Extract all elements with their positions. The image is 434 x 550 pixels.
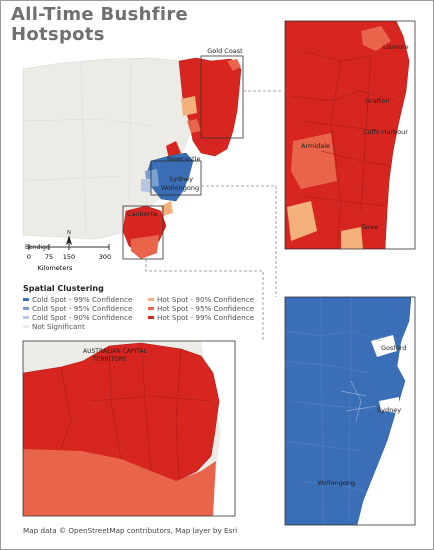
main-map: Gold Coast Newcastle Sydney Wollongong C… bbox=[22, 47, 283, 341]
svg-text:N: N bbox=[67, 230, 71, 236]
label-canberra: Canberra bbox=[127, 210, 157, 218]
label-coffs-harbour: Coffs Harbour bbox=[363, 128, 408, 136]
title-line-2: Hotspots bbox=[11, 24, 105, 45]
north-arrow-icon: N bbox=[66, 230, 72, 245]
legend: Spatial Clustering Cold Spot - 99% Confi… bbox=[23, 284, 283, 331]
legend-item: Hot Spot - 90% Confidence bbox=[148, 295, 268, 304]
label-lismore: Lismore bbox=[383, 43, 409, 51]
label-newcastle: Newcastle bbox=[167, 155, 200, 163]
scale-tick-0: 0 bbox=[27, 253, 31, 261]
label-gold-coast: Gold Coast bbox=[207, 47, 243, 55]
legend-item: Hot Spot - 99% Confidence bbox=[148, 313, 268, 322]
inset-canberra: AUSTRALIAN CAPITAL TERRITORY bbox=[22, 340, 236, 517]
legend-item: Cold Spot - 99% Confidence bbox=[23, 295, 148, 304]
scale-tick-3: 300 bbox=[99, 253, 111, 261]
label-taree: Taree bbox=[360, 223, 378, 231]
legend-item: Not Significant bbox=[23, 322, 148, 331]
scale-tick-2: 150 bbox=[63, 253, 75, 261]
label-sydney: Sydney bbox=[169, 175, 193, 183]
map-credit: Map data © OpenStreetMap contributors, M… bbox=[23, 526, 238, 535]
label-grafton: Grafton bbox=[365, 97, 390, 105]
inset-sydney: Gosford Sydney Wollongong bbox=[284, 296, 416, 526]
inset-north-coast: Lismore Grafton Coffs Harbour Armidale T… bbox=[284, 20, 416, 250]
label-armidale: Armidale bbox=[301, 142, 330, 150]
scale-unit: Kilometers bbox=[38, 264, 73, 272]
label-wollongong: Wollongong bbox=[161, 184, 199, 192]
legend-item: Cold Spot - 90% Confidence bbox=[23, 313, 148, 322]
scale-bar: 0 75 150 300 Kilometers bbox=[25, 243, 115, 277]
label-wollongong-inset: Wollongong bbox=[317, 479, 355, 487]
label-act-line2: TERRITORY bbox=[92, 356, 127, 363]
map-title: All-Time Bushfire Hotspots bbox=[11, 5, 188, 45]
scale-tick-1: 75 bbox=[45, 253, 53, 261]
legend-item: Hot Spot - 95% Confidence bbox=[148, 304, 268, 313]
label-gosford: Gosford bbox=[381, 344, 406, 352]
legend-item: Cold Spot - 95% Confidence bbox=[23, 304, 148, 313]
label-act-line1: AUSTRALIAN CAPITAL bbox=[83, 348, 148, 355]
label-sydney-inset: Sydney bbox=[377, 406, 401, 414]
legend-title: Spatial Clustering bbox=[23, 284, 104, 293]
title-line-1: All-Time Bushfire bbox=[11, 4, 189, 25]
